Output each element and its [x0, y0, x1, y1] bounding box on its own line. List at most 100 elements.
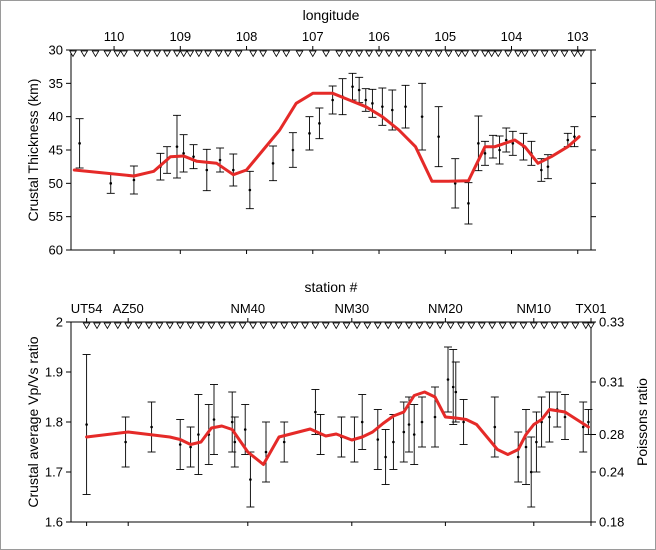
- data-point: [477, 142, 480, 145]
- y-axis-label-bottom: Crustal average Vp/Vs ratio: [25, 336, 41, 507]
- data-point: [587, 420, 590, 424]
- station-marker: [295, 50, 304, 58]
- station-marker: [353, 322, 361, 330]
- data-point: [493, 425, 497, 429]
- station-marker: [165, 322, 174, 330]
- data-point: [384, 455, 387, 459]
- station-marker: [404, 50, 413, 58]
- data-point: [511, 142, 515, 145]
- data-point: [231, 168, 235, 172]
- data-point: [175, 145, 179, 148]
- station-marker: [520, 50, 529, 58]
- x-tick-label: 103: [567, 29, 589, 44]
- station-marker: [332, 322, 341, 330]
- x-tick-label: AZ50: [113, 301, 144, 316]
- x-tick-label: NM30: [334, 301, 369, 316]
- station-marker: [540, 50, 549, 58]
- data-point: [454, 390, 458, 394]
- station-marker: [91, 50, 100, 58]
- station-marker: [461, 50, 470, 58]
- station-marker: [69, 50, 77, 58]
- data-point: [535, 440, 538, 444]
- y2-tick-label: 0.33: [599, 315, 624, 330]
- x-tick-label: NM10: [516, 301, 551, 316]
- station-marker: [415, 322, 424, 330]
- data-point: [540, 168, 543, 172]
- station-marker: [375, 50, 383, 58]
- x-tick-label: 108: [236, 29, 258, 44]
- data-point: [212, 418, 216, 421]
- data-point: [376, 438, 380, 441]
- station-marker: [425, 322, 434, 330]
- y2-tick-label: 0.18: [599, 515, 624, 530]
- station-marker: [395, 50, 403, 58]
- station-marker: [581, 322, 590, 330]
- x-tick-label: NM20: [428, 301, 463, 316]
- station-marker: [384, 322, 393, 330]
- station-marker: [488, 322, 497, 330]
- station-marker: [481, 50, 489, 58]
- data-point: [331, 98, 334, 102]
- data-point: [124, 440, 127, 444]
- data-point: [516, 455, 520, 459]
- data-point: [546, 165, 550, 168]
- station-marker: [529, 322, 538, 330]
- station-marker: [153, 50, 162, 58]
- x-tick-label: TX01: [575, 301, 606, 316]
- y-tick-label: 1.7: [45, 465, 63, 480]
- station-marker: [365, 50, 373, 58]
- x-tick-label: 104: [501, 29, 523, 44]
- station-marker: [179, 50, 188, 58]
- station-marker: [301, 322, 309, 330]
- crustal-thickness-panel: longitude Crustal Thickness (km) 110 109 1…: [25, 7, 596, 258]
- station-marker: [133, 50, 142, 58]
- station-marker: [477, 322, 486, 330]
- station-marker: [373, 322, 382, 330]
- x-tick-label: 107: [302, 29, 324, 44]
- vpvs-ratio-panel: station # Crustal average Vp/Vs ratio Po…: [25, 279, 650, 530]
- station-marker: [228, 322, 237, 330]
- data-point: [402, 430, 406, 434]
- station-marker: [444, 50, 453, 58]
- data-point: [205, 168, 209, 172]
- station-marker: [509, 322, 517, 330]
- station-marker: [550, 50, 559, 58]
- data-point: [451, 385, 455, 389]
- station-marker: [269, 322, 278, 330]
- data-point: [197, 433, 200, 436]
- station-marker: [176, 322, 185, 330]
- station-marker: [494, 50, 503, 58]
- station-marker: [113, 50, 122, 58]
- data-point: [360, 420, 364, 424]
- data-point: [233, 440, 237, 444]
- station-marker: [436, 322, 445, 330]
- data-point: [364, 98, 368, 102]
- station-marker: [280, 322, 289, 330]
- station-marker: [498, 322, 507, 330]
- data-point: [218, 158, 222, 162]
- station-marker: [234, 50, 243, 58]
- data-point: [248, 188, 252, 192]
- data-point: [390, 108, 394, 112]
- x-tick-label: UT54: [71, 301, 103, 316]
- station-marker: [394, 322, 403, 330]
- data-point: [182, 152, 185, 155]
- station-marker: [414, 50, 423, 58]
- station-marker: [163, 50, 171, 58]
- station-marker: [471, 50, 479, 58]
- data-point: [371, 102, 374, 105]
- station-marker: [204, 50, 213, 58]
- x-tick-label: 105: [434, 29, 456, 44]
- data-point: [264, 450, 268, 454]
- data-point: [404, 105, 407, 108]
- data-point: [178, 443, 182, 446]
- station-marker: [186, 50, 195, 58]
- station-marker: [434, 50, 443, 58]
- smoothed-fit-line: [85, 390, 590, 466]
- data-point: [566, 138, 570, 142]
- station-marker: [355, 50, 364, 58]
- data-point: [529, 470, 533, 474]
- data-point: [462, 420, 465, 424]
